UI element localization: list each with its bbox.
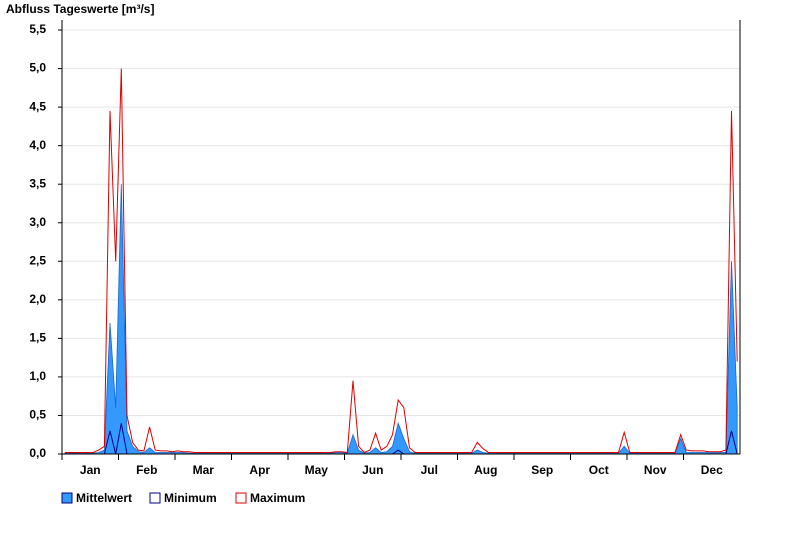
y-tick-label: 1,5 bbox=[29, 331, 46, 345]
y-tick-label: 5,5 bbox=[29, 22, 46, 36]
x-tick-label: Oct bbox=[589, 463, 609, 477]
legend-swatch bbox=[149, 492, 161, 504]
legend-label: Maximum bbox=[250, 491, 305, 505]
x-tick-label: Sep bbox=[531, 463, 553, 477]
x-tick-label: May bbox=[305, 463, 329, 477]
y-tick-label: 4,5 bbox=[29, 99, 46, 113]
x-tick-label: Mar bbox=[193, 463, 215, 477]
y-tick-label: 3,5 bbox=[29, 176, 46, 190]
y-tick-label: 0,5 bbox=[29, 408, 46, 422]
y-tick-label: 2,5 bbox=[29, 253, 46, 267]
y-tick-label: 5,0 bbox=[29, 61, 46, 75]
x-tick-label: Feb bbox=[136, 463, 157, 477]
legend-swatch bbox=[61, 492, 73, 504]
y-tick-label: 2,0 bbox=[29, 292, 46, 306]
x-tick-label: Jul bbox=[421, 463, 438, 477]
x-tick-label: Nov bbox=[644, 463, 667, 477]
x-tick-label: Dec bbox=[701, 463, 723, 477]
chart-title: Abfluss Tageswerte [m³/s] bbox=[6, 2, 154, 16]
area bbox=[64, 184, 738, 455]
x-tick-label: Aug bbox=[474, 463, 497, 477]
line bbox=[64, 68, 738, 454]
y-tick-label: 1,0 bbox=[29, 369, 46, 383]
legend-label: Mittelwert bbox=[76, 491, 132, 505]
legend-swatch bbox=[235, 492, 247, 504]
y-tick-label: 0,0 bbox=[29, 446, 46, 460]
x-tick-label: Jan bbox=[80, 463, 101, 477]
y-tick-label: 4,0 bbox=[29, 138, 46, 152]
y-tick-label: 3,0 bbox=[29, 215, 46, 229]
legend-label: Minimum bbox=[164, 491, 217, 505]
x-tick-label: Apr bbox=[249, 463, 270, 477]
x-tick-label: Jun bbox=[362, 463, 383, 477]
